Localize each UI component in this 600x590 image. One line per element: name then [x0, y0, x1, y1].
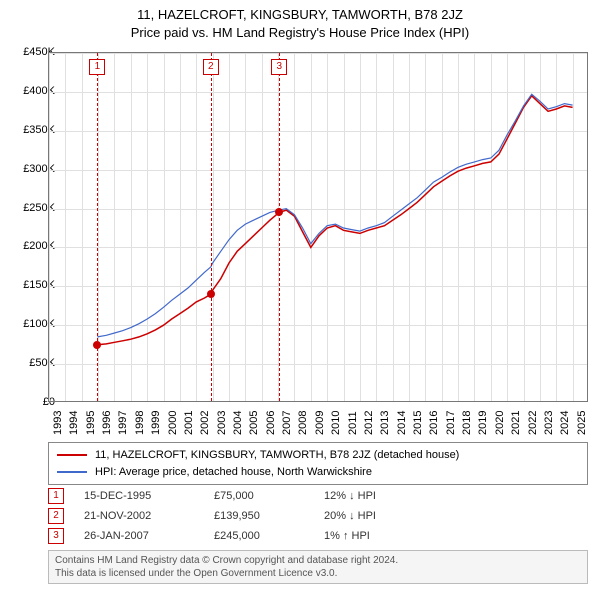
- x-axis-label: 1993: [52, 411, 64, 435]
- sale-marker-box: 1: [89, 59, 105, 75]
- sale-marker-box: 3: [271, 59, 287, 75]
- sales-date-3: 26-JAN-2007: [84, 530, 194, 542]
- sales-marker-1: 1: [48, 488, 64, 504]
- title-line2: Price paid vs. HM Land Registry's House …: [0, 24, 600, 42]
- x-axis-label: 1999: [150, 411, 162, 435]
- sale-point: [93, 341, 101, 349]
- x-axis-label: 2015: [412, 411, 424, 435]
- x-axis-label: 2022: [527, 411, 539, 435]
- sales-row-1: 1 15-DEC-1995 £75,000 12% ↓ HPI: [48, 486, 588, 506]
- sales-price-3: £245,000: [214, 530, 304, 542]
- sales-date-2: 21-NOV-2002: [84, 510, 194, 522]
- sale-marker-line: [97, 53, 98, 401]
- sales-table: 1 15-DEC-1995 £75,000 12% ↓ HPI 2 21-NOV…: [48, 486, 588, 546]
- x-axis-label: 1995: [85, 411, 97, 435]
- sale-point: [207, 290, 215, 298]
- line-chart-svg: [49, 53, 587, 401]
- legend-swatch-hpi: [57, 471, 87, 473]
- x-axis-label: 2005: [248, 411, 260, 435]
- x-axis-label: 2020: [494, 411, 506, 435]
- x-axis-label: 2008: [297, 411, 309, 435]
- x-axis-label: 2017: [445, 411, 457, 435]
- sales-price-1: £75,000: [214, 490, 304, 502]
- sale-marker-line: [279, 53, 280, 401]
- x-axis-label: 2016: [428, 411, 440, 435]
- legend-label-property: 11, HAZELCROFT, KINGSBURY, TAMWORTH, B78…: [95, 447, 459, 464]
- sales-diff-3: 1% ↑ HPI: [324, 530, 434, 542]
- sale-marker-line: [211, 53, 212, 401]
- footer-attribution: Contains HM Land Registry data © Crown c…: [48, 550, 588, 584]
- x-axis-label: 2014: [396, 411, 408, 435]
- x-axis-label: 1997: [117, 411, 129, 435]
- legend-row-hpi: HPI: Average price, detached house, Nort…: [57, 464, 579, 481]
- x-axis-label: 2021: [510, 411, 522, 435]
- series-line-hpi: [97, 94, 572, 337]
- sales-marker-2: 2: [48, 508, 64, 524]
- x-axis-label: 2024: [559, 411, 571, 435]
- sales-marker-3: 3: [48, 528, 64, 544]
- x-axis-label: 2012: [363, 411, 375, 435]
- chart-plot-area: 1 2 3: [48, 52, 588, 402]
- x-axis-label: 2006: [265, 411, 277, 435]
- x-axis-label: 2000: [167, 411, 179, 435]
- legend: 11, HAZELCROFT, KINGSBURY, TAMWORTH, B78…: [48, 442, 588, 485]
- x-axis-label: 2010: [330, 411, 342, 435]
- x-axis-label: 2001: [183, 411, 195, 435]
- sale-marker-box: 2: [203, 59, 219, 75]
- x-axis-label: 1998: [134, 411, 146, 435]
- x-axis-label: 2025: [576, 411, 588, 435]
- x-axis-label: 1996: [101, 411, 113, 435]
- legend-label-hpi: HPI: Average price, detached house, Nort…: [95, 464, 372, 481]
- x-axis-label: 2023: [543, 411, 555, 435]
- legend-swatch-property: [57, 454, 87, 456]
- x-axis-label: 2007: [281, 411, 293, 435]
- x-axis-label: 2011: [347, 411, 359, 435]
- x-axis-label: 2019: [477, 411, 489, 435]
- sales-row-3: 3 26-JAN-2007 £245,000 1% ↑ HPI: [48, 526, 588, 546]
- sales-date-1: 15-DEC-1995: [84, 490, 194, 502]
- title-line1: 11, HAZELCROFT, KINGSBURY, TAMWORTH, B78…: [0, 6, 600, 24]
- sales-diff-1: 12% ↓ HPI: [324, 490, 434, 502]
- x-axis-label: 2009: [314, 411, 326, 435]
- sales-row-2: 2 21-NOV-2002 £139,950 20% ↓ HPI: [48, 506, 588, 526]
- x-axis-label: 2004: [232, 411, 244, 435]
- x-axis-label: 1994: [68, 411, 80, 435]
- series-line-property: [97, 96, 572, 345]
- footer-line2: This data is licensed under the Open Gov…: [55, 567, 581, 580]
- x-axis-label: 2002: [199, 411, 211, 435]
- x-axis-label: 2018: [461, 411, 473, 435]
- sales-diff-2: 20% ↓ HPI: [324, 510, 434, 522]
- chart-container: 11, HAZELCROFT, KINGSBURY, TAMWORTH, B78…: [0, 0, 600, 590]
- x-axis-label: 2003: [216, 411, 228, 435]
- x-axis-label: 2013: [379, 411, 391, 435]
- sale-point: [275, 208, 283, 216]
- legend-row-property: 11, HAZELCROFT, KINGSBURY, TAMWORTH, B78…: [57, 447, 579, 464]
- title-block: 11, HAZELCROFT, KINGSBURY, TAMWORTH, B78…: [0, 0, 600, 42]
- footer-line1: Contains HM Land Registry data © Crown c…: [55, 554, 581, 567]
- sales-price-2: £139,950: [214, 510, 304, 522]
